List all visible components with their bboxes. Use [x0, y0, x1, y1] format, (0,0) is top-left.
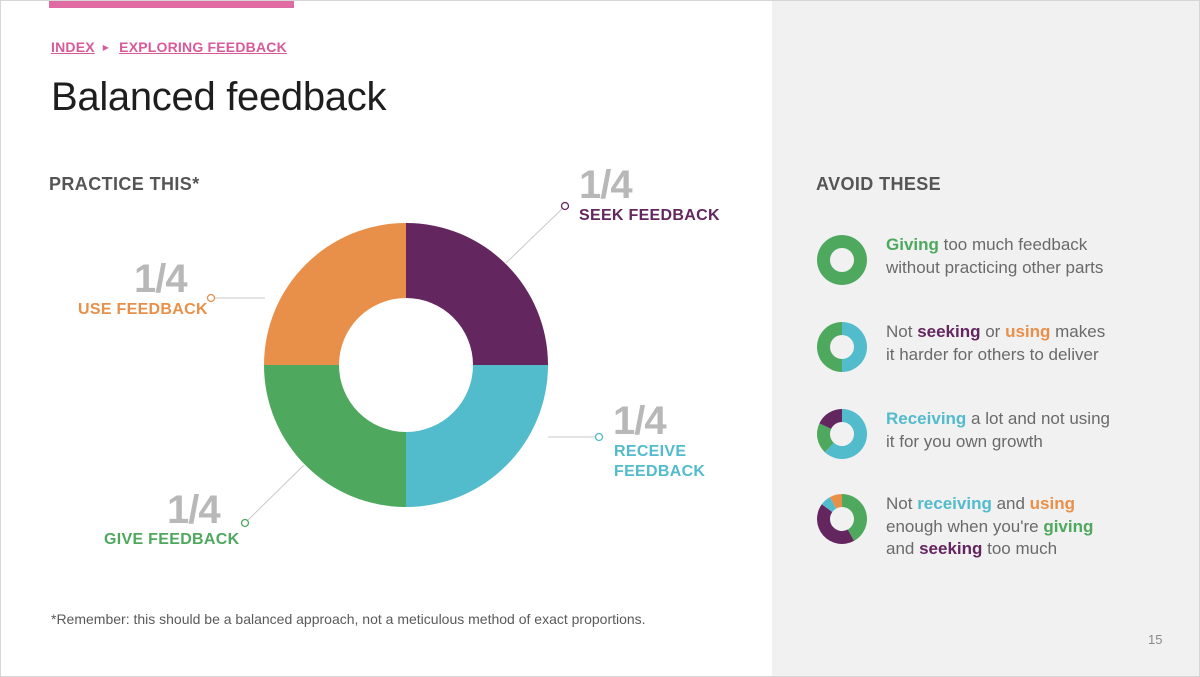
text-run: too much [982, 539, 1058, 558]
segment-label-line: SEEK FEEDBACK [579, 207, 720, 224]
mini-donut-chart [817, 322, 867, 372]
text-run: a lot and not using [966, 409, 1110, 428]
text-run: without practicing other parts [886, 257, 1104, 277]
avoid-text-line: it for you own growth [886, 431, 1186, 454]
main-donut-slice-seek [406, 223, 548, 365]
text-run: Not [886, 494, 918, 513]
mini-donut-slice-use [829, 494, 842, 509]
mini-donut-chart [816, 235, 867, 285]
main-donut-slice-receive [406, 365, 548, 507]
mini-donut-slice-give [842, 494, 867, 541]
leader-line-give [244, 464, 305, 524]
highlight-give: Giving [886, 235, 939, 254]
avoid-item-giving: Giving too much feedback without practici… [816, 234, 1186, 294]
highlight-seek: seeking [917, 322, 981, 341]
seek-fraction: 1/4 [579, 163, 633, 207]
avoid-panel: AVOID THESE Giving too much feedback with… [772, 1, 1199, 676]
text-run: too much feedback [938, 235, 1088, 254]
segment-label-line: GIVE FEEDBACK [104, 531, 240, 548]
mini-donut-chart [817, 494, 867, 544]
balanced-donut-chart [206, 201, 604, 528]
text-run: or [980, 322, 1006, 341]
segment-label-line: FEEDBACK [614, 463, 706, 480]
mini-donut-slice-receive [824, 409, 867, 459]
give-fraction: 1/4 [167, 488, 221, 532]
breadcrumb-current-link[interactable]: EXPLORING FEEDBACK [119, 39, 287, 55]
main-donut-slice-give [264, 365, 406, 507]
highlight-receive: receiving [917, 494, 992, 513]
text-run: makes [1050, 322, 1106, 341]
page-number: 15 [1148, 632, 1163, 647]
avoid-item-text: Receiving a lot and not using it for you … [886, 408, 1186, 453]
avoid-item-not-receiving: Not receiving and using enough when you'r… [816, 493, 1186, 558]
leader-dot-receive [594, 432, 604, 442]
avoid-text-line: Not seeking or using makes [886, 321, 1186, 344]
mini-donut-slice-give [817, 322, 842, 372]
avoid-text-line: it harder for others to deliver [886, 344, 1186, 367]
text-run: enough when you're [886, 516, 1044, 536]
receive-fraction: 1/4 [613, 399, 667, 443]
chevron-right-icon: ▶ [102, 42, 110, 52]
mini-donut-slice-give [816, 235, 867, 285]
leader-line-seek [505, 205, 566, 264]
highlight-use: using [1029, 494, 1075, 513]
leader-dot-give [240, 518, 250, 528]
avoid-text-line: and seeking too much [886, 538, 1186, 561]
avoid-text-line: Receiving a lot and not using [886, 408, 1186, 431]
avoid-item-text: Not seeking or using makes it harder for … [886, 321, 1186, 366]
avoid-heading: AVOID THESE [816, 174, 942, 194]
main-donut-slice-use [264, 223, 406, 365]
practice-heading: PRACTICE THIS* [49, 174, 200, 194]
highlight-use: using [1005, 322, 1051, 341]
segment-label-line: RECEIVE [614, 443, 687, 460]
avoid-item-receiving: Receiving a lot and not using it for you … [816, 408, 1186, 468]
text-run: it harder for others to deliver [886, 344, 1099, 364]
avoid-text-line: without practicing other parts [886, 257, 1186, 280]
receive-feedback-label: RECEIVE FEEDBACK [614, 442, 705, 482]
footnote: *Remember: this should be a balanced app… [51, 611, 646, 627]
mini-donut-slice-receive [842, 322, 867, 372]
avoid-text-line: enough when you're giving [886, 516, 1186, 539]
avoid-item-text: Not receiving and using enough when you'r… [886, 493, 1186, 561]
accent-bar [49, 1, 294, 8]
mini-donut-slice-give [817, 423, 834, 453]
mini-donut-slice-receive [821, 497, 837, 512]
avoid-text-line: Giving too much feedback [886, 234, 1186, 257]
seek-feedback-label: SEEK FEEDBACK [579, 206, 720, 226]
avoid-text-line: Not receiving and using [886, 493, 1186, 516]
leader-dot-use [206, 293, 216, 303]
text-run: and [886, 539, 920, 558]
avoid-item-not-seeking: Not seeking or using makes it harder for … [816, 321, 1186, 381]
mini-donut-slice-seek [819, 409, 842, 429]
leader-dot-seek [560, 201, 570, 211]
mini-donut-slice-seek [817, 504, 855, 544]
highlight-seek: seeking [919, 539, 983, 558]
highlight-receive: Receiving [886, 409, 967, 428]
breadcrumb: INDEX ▶ EXPLORING FEEDBACK [51, 39, 287, 55]
text-run: and [991, 494, 1030, 513]
use-fraction: 1/4 [134, 257, 188, 301]
avoid-item-text: Giving too much feedback without practici… [886, 234, 1186, 279]
mini-donut-chart [817, 409, 867, 459]
use-feedback-label: USE FEEDBACK [78, 300, 208, 320]
text-run: it for you own growth [886, 431, 1043, 451]
give-feedback-label: GIVE FEEDBACK [104, 530, 239, 550]
highlight-give: giving [1043, 516, 1094, 536]
segment-label-line: USE FEEDBACK [78, 301, 208, 318]
breadcrumb-index-link[interactable]: INDEX [51, 39, 95, 55]
page-title: Balanced feedback [51, 75, 387, 119]
text-run: Not [886, 322, 918, 341]
